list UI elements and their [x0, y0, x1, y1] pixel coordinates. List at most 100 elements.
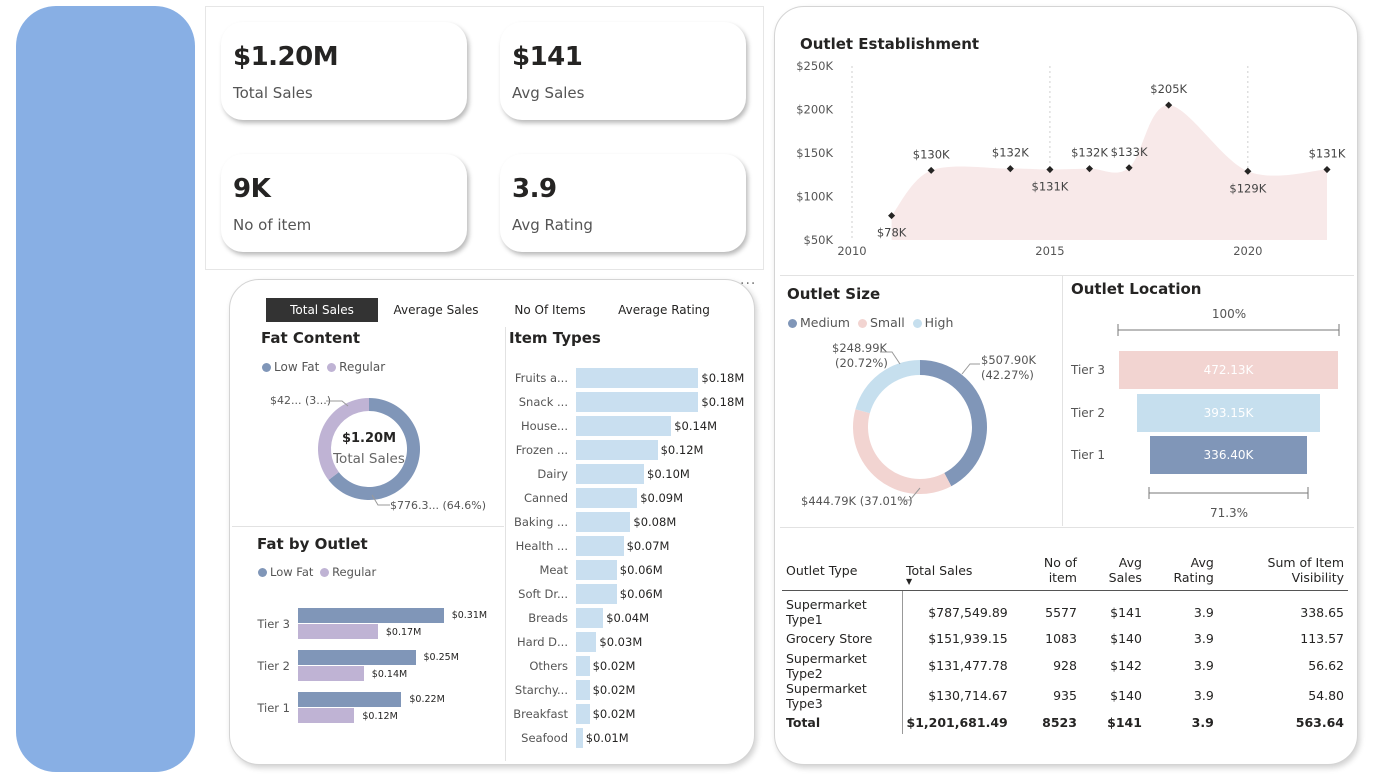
funnel-category-label: Tier 3 — [1071, 363, 1106, 377]
table-header-sorted[interactable]: Total Sales ▼ — [902, 550, 1012, 591]
bar-label-regular: $0.17M — [385, 627, 422, 638]
bar-item-type — [576, 584, 617, 604]
bar-label-low-fat: $0.22M — [409, 694, 445, 705]
bar-category-label: Breads — [528, 611, 568, 625]
bar-value-label: $0.02M — [592, 659, 636, 673]
bar-item-type — [576, 680, 590, 700]
outlet-location-funnel: Tier 3 472.13K Tier 2 393.15K Tier 1 336.40K — [1066, 349, 1351, 479]
table-cell: Total — [782, 710, 903, 734]
ellipsis-icon[interactable]: ··· — [740, 276, 757, 292]
donut-slice-high — [855, 360, 920, 414]
outlet-type-table: Outlet Type Total Sales ▼ No of item Avg … — [782, 550, 1348, 734]
table-cell: $130,714.67 — [928, 688, 1008, 703]
fat-label-regular: $42... (3...) — [270, 394, 332, 407]
table-header-label: Total Sales — [906, 562, 973, 578]
bar-value-label: $0.02M — [592, 683, 636, 697]
table-header[interactable]: Outlet Type — [782, 550, 902, 591]
funnel-category-label: Tier 2 — [1071, 406, 1106, 420]
table-cell: $1,201,681.49 — [906, 714, 1008, 730]
outlet-size-donut — [853, 360, 987, 494]
data-point-label: $205K — [1150, 82, 1187, 96]
table-header[interactable]: No of item — [1011, 550, 1081, 591]
kpi-value: 9K — [233, 174, 271, 204]
table-total-row[interactable]: Total $1,201,681.49 8523 $141 3.9 563.64 — [782, 710, 1348, 734]
table-header[interactable]: Avg Rating — [1145, 550, 1218, 591]
fat-leader-lowfat — [371, 494, 390, 506]
donut-slice-regular — [318, 398, 369, 480]
kpi-frame — [205, 6, 764, 270]
sort-down-icon[interactable]: ▼ — [906, 577, 913, 586]
kpi-value: $141 — [512, 42, 583, 72]
y-tick-label: $150K — [796, 146, 833, 160]
table-row[interactable]: Supermarket Type2 $131,477.78 928 $142 3.9 56… — [782, 650, 1348, 681]
bar-category-label: Snack ... — [518, 395, 568, 409]
table-cell: $787,549.89 — [928, 604, 1008, 620]
area-fill — [891, 105, 1327, 240]
table-cell: $151,939.15 — [928, 631, 1008, 647]
kpi-card-avg-sales: $141 Avg Sales — [500, 22, 746, 120]
donut-slice-medium — [920, 360, 987, 487]
tab-average-sales[interactable]: Average Sales — [393, 303, 479, 317]
table-row[interactable]: Grocery Store $151,939.15 1083 $140 3.9 113.5… — [782, 627, 1348, 651]
data-point-label: $131K — [1032, 180, 1069, 194]
item-types-chart: Fruits a... $0.18M Snack ... $0.18M House...… — [500, 368, 750, 753]
legend-dot-high — [912, 319, 922, 328]
fat-by-outlet-legend: Low Fat Regular — [258, 565, 376, 579]
bar-item-type — [576, 728, 583, 748]
bar-value-label: $0.10M — [647, 467, 690, 481]
tab-total-sales[interactable]: Total Sales — [266, 298, 378, 322]
bar-value-label: $0.02M — [592, 707, 636, 721]
bar-value-label: $0.06M — [619, 563, 663, 577]
x-tick-label: 2010 — [837, 244, 866, 258]
tab-average-rating[interactable]: Average Rating — [618, 303, 710, 317]
bar-item-type — [576, 392, 699, 412]
kpi-label: Avg Sales — [512, 84, 585, 102]
fat-by-outlet-chart: Tier 3 $0.31M $0.17M Tier 2 $0.25M $0.14M Tier… — [250, 600, 500, 730]
table-row[interactable]: Supermarket Type1 $787,549.89 5577 $141 3.9 3… — [782, 590, 1348, 627]
table-header[interactable]: Sum of Item Visibility — [1217, 550, 1348, 591]
x-tick-label: 2015 — [1035, 244, 1064, 258]
outlet-location-title: Outlet Location — [1071, 280, 1202, 298]
table-cell: 563.64 — [1295, 714, 1344, 730]
donut-slice-small — [853, 409, 952, 494]
legend-label-low-fat: Low Fat — [270, 565, 314, 579]
bar-item-type — [576, 656, 590, 676]
outlet-size-title: Outlet Size — [787, 285, 881, 303]
table-cell: 113.57 — [1300, 631, 1344, 647]
donut-center-label: Total Sales — [333, 451, 405, 467]
funnel-top-pct: 100% — [1211, 307, 1247, 321]
bar-item-type — [576, 704, 590, 724]
panel-divider-horizontal — [780, 275, 1354, 276]
outlet-establishment-title: Outlet Establishment — [800, 35, 980, 53]
data-point-marker[interactable] — [1006, 165, 1014, 173]
legend-dot-low-fat — [258, 568, 267, 577]
funnel-bar-label: 336.40K — [1203, 448, 1254, 462]
data-point-label: $130K — [913, 147, 950, 161]
table-header[interactable]: Avg Sales — [1080, 550, 1146, 591]
size-leader-small — [898, 487, 921, 501]
bar-value-label: $0.18M — [701, 395, 745, 409]
legend-dot-medium — [788, 319, 797, 328]
table-cell: $140 — [1110, 631, 1142, 647]
table-cell: 928 — [1053, 658, 1077, 673]
bar-low-fat — [298, 692, 402, 707]
tab-no-of-items[interactable]: No Of Items — [514, 303, 586, 317]
table-row[interactable]: Supermarket Type3 $130,714.67 935 $140 3.9 54… — [782, 680, 1348, 711]
data-point-label: $132K — [992, 146, 1029, 160]
funnel-category-label: Tier 1 — [1071, 448, 1106, 462]
bar-category-label: Tier 2 — [257, 659, 290, 673]
table-cell: $131,477.78 — [928, 658, 1008, 673]
legend-dot-small — [857, 319, 867, 328]
size-label-high: $248.99K — [832, 341, 888, 355]
bar-category-label: Fruits a... — [514, 371, 568, 385]
bar-regular — [298, 624, 378, 639]
table-cell: 3.9 — [1193, 688, 1214, 703]
bar-category-label: Hard D... — [517, 635, 568, 649]
size-label-medium: $507.90K — [981, 353, 1037, 367]
bar-category-label: Soft Dr... — [518, 587, 568, 601]
bar-item-type — [576, 632, 597, 652]
table-cell: 1083 — [1045, 631, 1077, 647]
bar-item-type — [576, 416, 672, 436]
size-leader-high — [880, 351, 901, 365]
bar-item-type — [576, 560, 617, 580]
